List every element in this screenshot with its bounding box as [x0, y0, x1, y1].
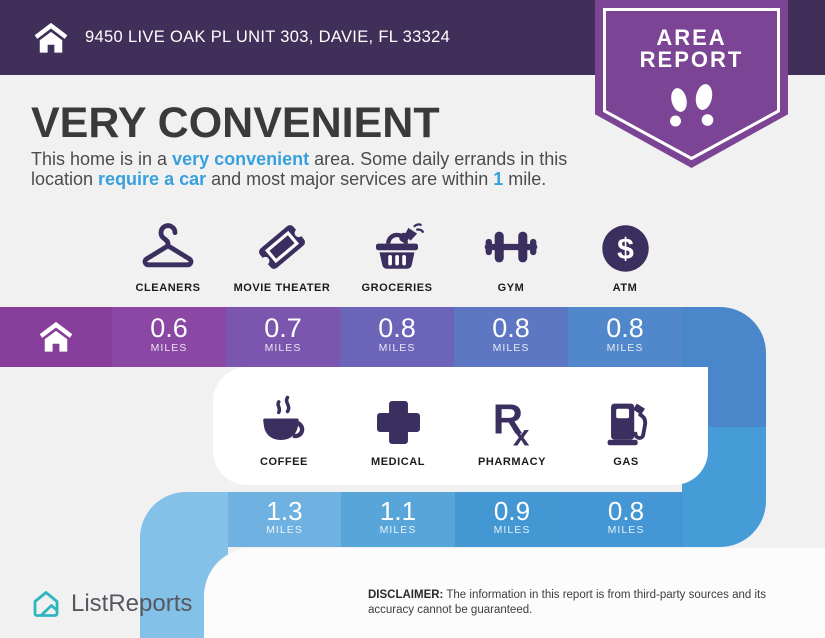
distance-segment: 0.8 MILES: [454, 307, 568, 367]
place-groceries: GROCERIES: [340, 218, 454, 294]
disclaimer-text: DISCLAIMER: The information in this repo…: [368, 588, 825, 618]
intro-text: This home is in a very convenient area. …: [31, 149, 568, 189]
svg-text:x: x: [513, 420, 530, 450]
distance-value: 1.1: [379, 496, 417, 526]
place-label: PHARMACY: [478, 456, 546, 468]
home-icon: [39, 321, 73, 352]
badge-title-line2: REPORT: [639, 46, 744, 72]
place-gym: GYM: [454, 218, 568, 294]
badge-border: [603, 8, 780, 161]
listreports-brand: ListReports: [30, 588, 192, 620]
distance-unit: MILES: [266, 524, 303, 536]
distance-unit: MILES: [379, 524, 417, 536]
rx-icon: R x: [493, 395, 530, 450]
distance-value: 0.9: [493, 496, 531, 526]
disclaimer-label: DISCLAIMER:: [368, 589, 444, 601]
distance-segment: 0.7 MILES: [226, 307, 340, 367]
distance-bar-bottom: 1.3 MILES 1.1 MILES 0.9 MILES 0.8 MILES: [228, 492, 683, 547]
place-label: GYM: [497, 282, 525, 294]
distance-segment: 0.8 MILES: [569, 492, 683, 547]
hanger-icon: [142, 223, 194, 268]
distance-value: 0.8: [607, 496, 645, 526]
coffee-cup-icon: [263, 395, 305, 440]
ticket-icon: [259, 225, 305, 269]
place-label: ATM: [612, 282, 638, 294]
disclaimer-line2: accuracy cannot be guaranteed.: [368, 604, 533, 616]
footprints-icon: [670, 84, 714, 127]
place-label: GAS: [613, 456, 639, 468]
distance-segment: 0.6 MILES: [112, 307, 226, 367]
distance-unit: MILES: [378, 342, 416, 354]
distance-bar-top: 0.6 MILES 0.7 MILES 0.8 MILES 0.8 MILES …: [0, 307, 682, 367]
distance-unit: MILES: [150, 342, 188, 354]
gas-pump-icon: [607, 403, 647, 446]
place-label: MEDICAL: [371, 456, 425, 468]
distance-segment: 1.1 MILES: [341, 492, 455, 547]
area-report-badge: AREA REPORT: [595, 0, 788, 168]
property-address: 9450 LIVE OAK PL UNIT 303, DAVIE, FL 333…: [85, 28, 451, 46]
medical-cross-icon: [376, 401, 420, 444]
footer-card: [204, 548, 825, 638]
place-label: GROCERIES: [361, 282, 433, 294]
distance-segment: 0.9 MILES: [455, 492, 569, 547]
place-movie-theater: MOVIE THEATER: [225, 218, 339, 294]
distance-segment: 0.8 MILES: [568, 307, 682, 367]
place-label: CLEANERS: [135, 282, 201, 294]
dumbbell-icon: [484, 231, 538, 263]
svg-text:$: $: [617, 233, 634, 266]
dollar-circle-icon: $: [601, 225, 649, 272]
distance-unit: MILES: [492, 342, 530, 354]
svg-text:R: R: [493, 395, 523, 442]
distance-value: 0.8: [378, 313, 416, 343]
distance-unit: MILES: [493, 524, 531, 536]
walkability-headline: VERY CONVENIENT: [31, 99, 440, 147]
place-coffee: COFFEE: [227, 392, 341, 468]
distance-value: 1.3: [266, 496, 303, 526]
grocery-basket-icon: [376, 223, 424, 269]
place-atm: $ ATM: [568, 218, 682, 294]
place-gas: GAS: [569, 392, 683, 468]
badge-title-line1: AREA: [656, 25, 727, 50]
distance-value: 0.7: [264, 313, 302, 343]
disclaimer-line1: The information in this report is from t…: [443, 589, 766, 601]
house-icon: [34, 22, 68, 53]
brand-name: ListReports: [71, 590, 193, 617]
distance-value: 0.8: [606, 313, 644, 343]
place-cleaners: CLEANERS: [111, 218, 225, 294]
badge-title: AREA REPORT: [595, 27, 788, 70]
place-label: MOVIE THEATER: [233, 282, 331, 294]
distance-unit: MILES: [606, 342, 644, 354]
place-label: COFFEE: [260, 456, 308, 468]
distance-unit: MILES: [264, 342, 302, 354]
home-segment: [0, 307, 112, 367]
place-medical: MEDICAL: [341, 392, 455, 468]
distance-unit: MILES: [607, 524, 645, 536]
distance-segment: 1.3 MILES: [228, 492, 341, 547]
distance-value: 0.8: [492, 313, 530, 343]
distance-value: 0.6: [150, 313, 188, 343]
place-pharmacy: R x PHARMACY: [455, 392, 569, 468]
listreports-logo-icon: [33, 591, 59, 617]
distance-segment: 0.8 MILES: [340, 307, 454, 367]
